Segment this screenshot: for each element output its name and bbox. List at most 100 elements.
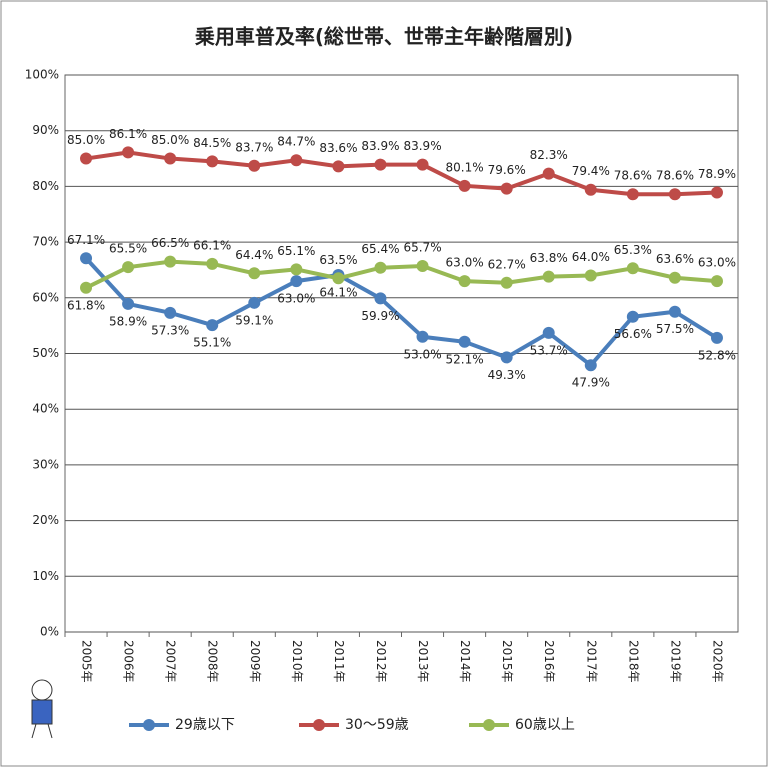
data-label: 58.9% [109, 314, 147, 328]
point [164, 306, 177, 319]
data-label: 63.0% [698, 256, 736, 270]
point [626, 310, 639, 323]
legend-label: 29歳以下 [175, 717, 235, 733]
point [248, 296, 261, 309]
data-label: 86.1% [109, 127, 147, 141]
point [374, 158, 387, 171]
y-tick-label: 10% [32, 569, 59, 583]
point [710, 331, 723, 344]
legend-label: 30～59歳 [345, 717, 409, 733]
data-label: 64.1% [319, 285, 357, 299]
point [80, 281, 93, 294]
y-tick-label: 20% [32, 513, 59, 527]
data-label: 63.5% [319, 253, 357, 267]
x-tick-label: 2019年 [668, 640, 682, 683]
y-tick-label: 40% [32, 402, 59, 416]
point [668, 271, 681, 284]
data-label: 79.4% [572, 164, 610, 178]
y-tick-label: 30% [32, 457, 59, 471]
x-tick-label: 2015年 [500, 640, 514, 683]
point [80, 152, 93, 165]
point [416, 260, 429, 273]
legend-label: 60歳以上 [515, 717, 575, 733]
y-tick-label: 90% [32, 123, 59, 137]
data-label: 82.3% [530, 148, 568, 162]
data-label: 57.3% [151, 323, 189, 337]
y-tick-label: 80% [32, 179, 59, 193]
x-tick-label: 2009年 [248, 640, 262, 683]
point [290, 263, 303, 276]
x-tick-label: 2005年 [80, 640, 94, 683]
y-tick-label: 0% [40, 625, 59, 639]
data-label: 63.6% [656, 252, 694, 266]
data-label: 67.1% [67, 233, 105, 247]
data-label: 78.6% [656, 169, 694, 183]
data-label: 78.9% [698, 167, 736, 181]
data-label: 62.7% [488, 257, 526, 271]
data-label: 83.9% [361, 139, 399, 153]
point [584, 269, 597, 282]
point [458, 179, 471, 192]
point [668, 305, 681, 318]
point [80, 252, 93, 265]
legend-marker [143, 719, 155, 731]
point [500, 276, 513, 289]
x-tick-label: 2014年 [458, 640, 472, 683]
data-label: 83.6% [319, 141, 357, 155]
data-label: 65.1% [277, 244, 315, 258]
point [500, 182, 513, 195]
data-label: 83.9% [403, 139, 441, 153]
x-tick-label: 2007年 [164, 640, 178, 683]
point [626, 262, 639, 275]
point [122, 297, 135, 310]
data-label: 63.0% [446, 256, 484, 270]
data-label: 65.3% [614, 243, 652, 257]
x-tick-label: 2008年 [206, 640, 220, 683]
point [584, 183, 597, 196]
data-label: 65.7% [403, 241, 441, 255]
data-label: 79.6% [488, 163, 526, 177]
point [122, 261, 135, 274]
data-label: 66.1% [193, 238, 231, 252]
data-label: 52.1% [446, 352, 484, 366]
point [164, 255, 177, 268]
point [710, 186, 723, 199]
point [710, 275, 723, 288]
data-label: 53.7% [530, 343, 568, 357]
legend-marker [483, 719, 495, 731]
x-tick-label: 2016年 [542, 640, 556, 683]
y-tick-label: 70% [32, 235, 59, 249]
chart-title: 乗用車普及率(総世帯、世帯主年齢階層別) [195, 25, 573, 49]
series-line [85, 150, 718, 197]
data-label: 64.0% [572, 250, 610, 264]
point [332, 272, 345, 285]
point [290, 275, 303, 288]
data-label: 65.5% [109, 242, 147, 256]
point [458, 335, 471, 348]
point [668, 188, 681, 201]
data-label: 47.9% [572, 376, 610, 390]
data-label: 65.4% [361, 242, 399, 256]
x-tick-label: 2006年 [122, 640, 136, 683]
data-label: 52.8% [698, 348, 736, 362]
series-line [84, 256, 719, 368]
point [626, 188, 639, 201]
point [542, 270, 555, 283]
data-label: 66.5% [151, 236, 189, 250]
point [458, 275, 471, 288]
x-tick-label: 2012年 [374, 640, 388, 683]
point [206, 257, 219, 270]
data-label: 56.6% [614, 327, 652, 341]
point [416, 158, 429, 171]
point [332, 160, 345, 173]
x-tick-label: 2010年 [290, 640, 304, 683]
point [164, 152, 177, 165]
data-label: 80.1% [446, 160, 484, 174]
data-label: 84.7% [277, 135, 315, 149]
data-label: 61.8% [67, 298, 105, 312]
data-label: 59.9% [361, 309, 399, 323]
point [374, 292, 387, 305]
x-tick-label: 2017年 [584, 640, 598, 683]
data-label: 63.8% [530, 251, 568, 265]
